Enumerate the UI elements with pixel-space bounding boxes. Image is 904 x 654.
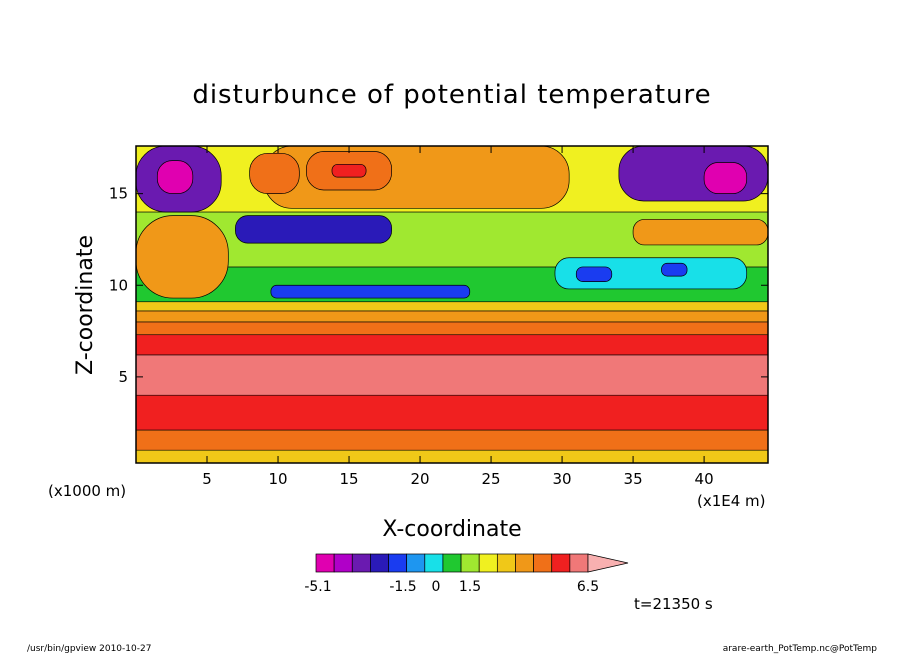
- colorbar-label: -5.1: [304, 579, 331, 595]
- plot-frame: [135, 145, 769, 464]
- colorbar-segment: [478, 553, 498, 573]
- colorbar-segment: [551, 553, 571, 573]
- contour-layer-5: [136, 321, 768, 336]
- contour-layer-4: [136, 334, 768, 356]
- contour-region-upper-cold-right-core: [703, 162, 748, 194]
- colorbar-label: 6.5: [577, 579, 599, 595]
- x-axis-label: X-coordinate: [382, 517, 521, 542]
- time-annotation: t=21350 s: [634, 595, 713, 613]
- contour-region-jet-cold-streak-lower: [270, 284, 471, 299]
- colorbar-segment: [424, 553, 444, 573]
- contour-region-jet-cold-streak-upper: [235, 215, 392, 244]
- x-tick-label: 30: [553, 470, 572, 488]
- colorbar-segment: [496, 553, 516, 573]
- y-tick-label: 5: [118, 368, 128, 386]
- contour-region-right-cold-core-2: [661, 262, 688, 277]
- y-tick-label: 10: [109, 276, 128, 294]
- colorbar: [315, 553, 629, 573]
- colorbar-segment: [370, 553, 389, 573]
- colorbar-segment: [533, 553, 553, 573]
- contour-region-upper-cold-left-core: [156, 160, 194, 194]
- x-axis: 5 10 15 20 25 30 35 40: [202, 146, 714, 488]
- y-tick-label: 15: [109, 185, 128, 203]
- x-unit-label: (x1000 m): [48, 482, 126, 500]
- contour-layer-2: [136, 394, 768, 431]
- contour-layer-7: [136, 301, 768, 312]
- contour-layer-6: [136, 310, 768, 323]
- contour-region-warm-cell-9: [249, 152, 300, 194]
- colorbar-segment: [406, 553, 426, 573]
- x-tick-label: 5: [202, 470, 212, 488]
- colorbar-segment: [351, 553, 371, 573]
- y-axis: 5 10 15: [109, 185, 768, 386]
- contour-region-mid-warm-patch: [632, 218, 768, 246]
- x-tick-label: 25: [482, 470, 501, 488]
- contour-layer-0: [136, 449, 768, 463]
- footer-right: arare-earth_PotTemp.nc@PotTemp: [723, 644, 878, 654]
- colorbar-label: 0: [432, 579, 441, 595]
- y-axis-label: Z-coordinate: [73, 235, 98, 375]
- x-tick-label: 35: [624, 470, 643, 488]
- chart-title: disturbunce of potential temperature: [192, 80, 711, 110]
- colorbar-segment: [569, 553, 589, 573]
- colorbar-segment: [315, 553, 335, 573]
- colorbar-label: 1.5: [459, 579, 481, 595]
- colorbar-label: -1.5: [389, 579, 416, 595]
- contour-region-warm-max-15: [331, 163, 367, 178]
- plot-area: [136, 146, 768, 463]
- x-tick-label: 15: [339, 470, 358, 488]
- x-tick-label: 40: [695, 470, 714, 488]
- colorbar-segment: [515, 553, 534, 573]
- contour-region-left-warm-band: [136, 215, 229, 299]
- colorbar-segment: [388, 553, 408, 573]
- colorbar-segment: [442, 553, 462, 573]
- footer-left: /usr/bin/gpview 2010-10-27: [27, 644, 151, 654]
- colorbar-segment: [333, 553, 353, 573]
- contour-layer-3: [136, 354, 768, 396]
- colorbar-extend-arrow: [587, 553, 629, 573]
- colorbar-segment: [460, 553, 480, 573]
- contour-layer-1: [136, 429, 768, 451]
- x-tick-label: 20: [410, 470, 429, 488]
- y-unit-label: (x1E4 m): [697, 492, 766, 510]
- colorbar-labels: -5.1 -1.5 0 1.5 6.5: [304, 579, 599, 595]
- x-tick-label: 10: [268, 470, 287, 488]
- contour-region-right-cold-core-1: [575, 266, 613, 282]
